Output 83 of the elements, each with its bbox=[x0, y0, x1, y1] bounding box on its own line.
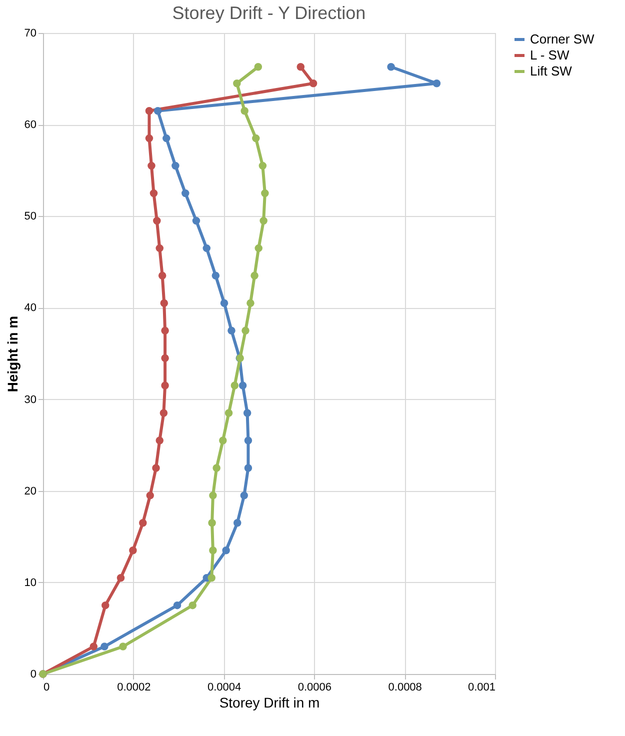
point bbox=[219, 436, 227, 444]
point bbox=[250, 272, 258, 280]
y-tick-label: 40 bbox=[24, 302, 36, 314]
point bbox=[209, 546, 217, 554]
chart-title: Storey Drift - Y Direction bbox=[172, 3, 366, 23]
point bbox=[212, 272, 220, 280]
x-tick-label: 0 bbox=[44, 682, 50, 694]
x-axis-title: Storey Drift in m bbox=[219, 694, 320, 710]
y-tick-label: 20 bbox=[24, 485, 36, 498]
point bbox=[173, 601, 182, 610]
point bbox=[260, 216, 268, 225]
point bbox=[240, 492, 248, 500]
point bbox=[244, 436, 252, 444]
point bbox=[146, 492, 154, 500]
point bbox=[156, 244, 164, 252]
x-tick-label: 0.001 bbox=[468, 682, 496, 694]
point bbox=[156, 436, 164, 444]
point bbox=[254, 244, 262, 252]
y-tick-label: 70 bbox=[24, 28, 36, 40]
x-tick-label: 0.0002 bbox=[117, 682, 151, 694]
point bbox=[309, 80, 318, 88]
point bbox=[208, 519, 216, 527]
legend-label: Lift SW bbox=[530, 64, 573, 78]
point bbox=[192, 216, 200, 225]
point bbox=[202, 244, 210, 252]
legend-label: Corner SW bbox=[530, 32, 596, 46]
point bbox=[90, 642, 98, 650]
point bbox=[242, 326, 250, 334]
y-tick-label: 0 bbox=[30, 668, 36, 680]
point bbox=[244, 464, 252, 472]
point bbox=[160, 299, 168, 307]
y-tick-label: 10 bbox=[24, 576, 36, 589]
point bbox=[209, 492, 217, 500]
x-tick-label: 0.0006 bbox=[298, 682, 332, 694]
point bbox=[116, 574, 125, 582]
point bbox=[153, 216, 161, 225]
point bbox=[158, 272, 166, 280]
point bbox=[172, 162, 180, 170]
point bbox=[432, 80, 441, 88]
point bbox=[233, 519, 242, 527]
y-tick-label: 50 bbox=[24, 210, 36, 223]
point bbox=[161, 326, 169, 334]
y-tick-label: 60 bbox=[24, 119, 36, 132]
point bbox=[162, 134, 170, 142]
x-tick-label: 0.0004 bbox=[207, 682, 242, 694]
point bbox=[145, 134, 154, 142]
point bbox=[296, 63, 305, 71]
point bbox=[100, 642, 108, 650]
y-axis-title: Height in m bbox=[4, 316, 20, 392]
point bbox=[387, 63, 395, 71]
point bbox=[208, 574, 216, 582]
point bbox=[254, 63, 262, 71]
point bbox=[188, 601, 196, 610]
point bbox=[160, 409, 168, 417]
point bbox=[243, 409, 252, 417]
point bbox=[161, 382, 169, 390]
point bbox=[261, 189, 269, 198]
point bbox=[182, 189, 190, 198]
point bbox=[252, 134, 260, 142]
point bbox=[154, 106, 162, 115]
point bbox=[228, 326, 236, 334]
point bbox=[119, 642, 127, 650]
point bbox=[246, 299, 254, 307]
point bbox=[152, 464, 160, 472]
point bbox=[212, 464, 220, 472]
point bbox=[233, 80, 241, 88]
point bbox=[161, 354, 169, 362]
point bbox=[102, 601, 110, 610]
point bbox=[150, 189, 158, 198]
point bbox=[145, 106, 154, 115]
point bbox=[139, 519, 147, 527]
x-tick-label: 0.0008 bbox=[388, 682, 422, 694]
point bbox=[240, 106, 248, 115]
point bbox=[238, 382, 247, 390]
y-tick-label: 30 bbox=[24, 394, 36, 406]
point bbox=[129, 546, 137, 554]
legend-label: L - SW bbox=[530, 48, 570, 62]
point bbox=[220, 299, 228, 307]
point bbox=[224, 409, 233, 417]
point bbox=[148, 162, 156, 170]
point bbox=[230, 382, 239, 390]
point bbox=[258, 162, 267, 170]
point bbox=[222, 546, 230, 554]
